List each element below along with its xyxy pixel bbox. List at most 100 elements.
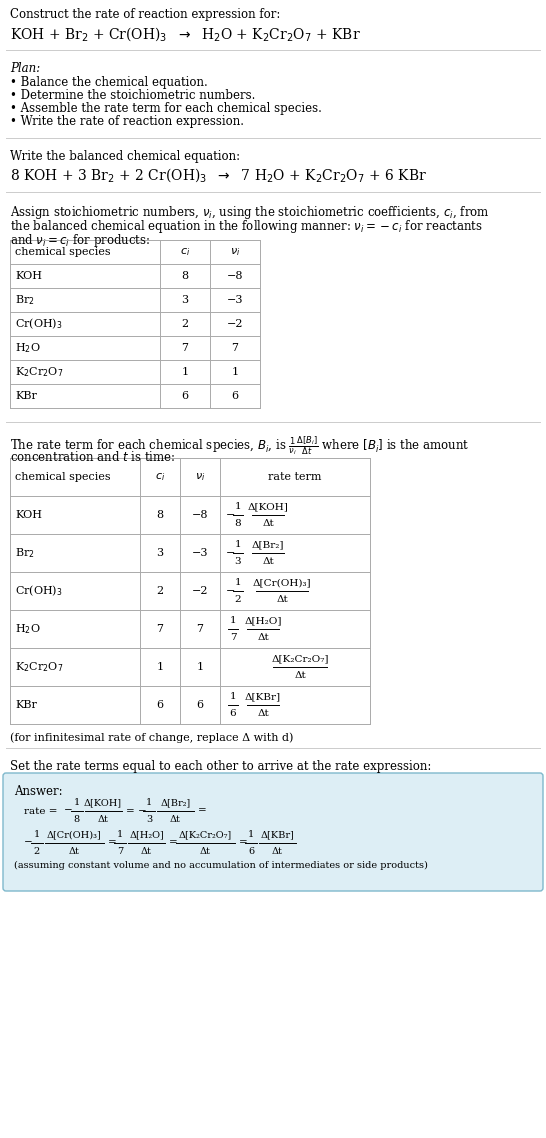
Text: 1: 1 (157, 662, 164, 673)
Text: −: − (24, 839, 33, 848)
Text: rate =: rate = (24, 807, 57, 816)
Text: Δt: Δt (141, 847, 152, 856)
Text: Δ[K₂Cr₂O₇]: Δ[K₂Cr₂O₇] (179, 830, 232, 839)
Text: 1: 1 (197, 662, 204, 673)
Text: Plan:: Plan: (10, 61, 40, 75)
Text: rate term: rate term (268, 472, 322, 483)
Text: 8: 8 (157, 510, 164, 520)
Text: Δ[H₂O]: Δ[H₂O] (129, 830, 164, 839)
Text: Δ[Br₂]: Δ[Br₂] (252, 541, 284, 549)
Text: Cr(OH)$_3$: Cr(OH)$_3$ (15, 584, 63, 599)
Text: Δt: Δt (262, 556, 274, 566)
Text: Δt: Δt (199, 847, 210, 856)
Text: −3: −3 (192, 549, 208, 558)
Text: Δt: Δt (276, 595, 288, 604)
Text: Assign stoichiometric numbers, $\nu_i$, using the stoichiometric coefficients, $: Assign stoichiometric numbers, $\nu_i$, … (10, 204, 490, 221)
Text: (for infinitesimal rate of change, replace Δ with d): (for infinitesimal rate of change, repla… (10, 732, 293, 743)
Text: KBr: KBr (15, 700, 37, 710)
Text: K$_2$Cr$_2$O$_7$: K$_2$Cr$_2$O$_7$ (15, 660, 63, 674)
Text: chemical species: chemical species (15, 247, 111, 257)
Text: −: − (226, 549, 235, 558)
Text: 7: 7 (181, 343, 188, 353)
Text: =: = (169, 839, 178, 848)
Text: 3: 3 (157, 549, 164, 558)
Text: 2: 2 (33, 847, 40, 856)
Text: Δ[KOH]: Δ[KOH] (84, 798, 122, 807)
Text: −2: −2 (192, 586, 208, 596)
Text: concentration and $t$ is time:: concentration and $t$ is time: (10, 450, 176, 464)
Text: −3: −3 (227, 295, 244, 305)
Text: Cr(OH)$_3$: Cr(OH)$_3$ (15, 316, 63, 331)
Text: and $\nu_i = c_i$ for products:: and $\nu_i = c_i$ for products: (10, 232, 151, 249)
Text: 8: 8 (235, 519, 241, 528)
Text: H$_2$O: H$_2$O (15, 341, 40, 355)
Text: 1: 1 (146, 798, 152, 807)
Text: 8 KOH + 3 Br$_2$ + 2 Cr(OH)$_3$  $\rightarrow$  7 H$_2$O + K$_2$Cr$_2$O$_7$ + 6 : 8 KOH + 3 Br$_2$ + 2 Cr(OH)$_3$ $\righta… (10, 166, 427, 184)
Text: Answer:: Answer: (14, 785, 63, 798)
Text: KOH: KOH (15, 510, 42, 520)
Text: =: = (239, 839, 247, 848)
FancyBboxPatch shape (3, 773, 543, 891)
Text: −: − (226, 586, 235, 596)
Text: 1: 1 (230, 616, 236, 625)
Text: Δ[H₂O]: Δ[H₂O] (244, 616, 282, 625)
Text: 7: 7 (157, 624, 163, 634)
Text: Write the balanced chemical equation:: Write the balanced chemical equation: (10, 150, 240, 163)
Text: 1: 1 (230, 692, 236, 701)
Text: 6: 6 (248, 847, 254, 856)
Text: 2: 2 (235, 595, 241, 604)
Text: 8: 8 (74, 815, 80, 824)
Text: the balanced chemical equation in the following manner: $\nu_i = -c_i$ for react: the balanced chemical equation in the fo… (10, 218, 483, 236)
Text: 1: 1 (235, 578, 241, 587)
Text: KOH: KOH (15, 271, 42, 281)
Text: KOH + Br$_2$ + Cr(OH)$_3$  $\rightarrow$  H$_2$O + K$_2$Cr$_2$O$_7$ + KBr: KOH + Br$_2$ + Cr(OH)$_3$ $\rightarrow$ … (10, 25, 361, 43)
Text: 8: 8 (181, 271, 188, 281)
Text: 3: 3 (181, 295, 188, 305)
Text: 7: 7 (117, 847, 123, 856)
Text: 1: 1 (73, 798, 80, 807)
Text: 2: 2 (157, 586, 164, 596)
Text: Br$_2$: Br$_2$ (15, 546, 35, 560)
Text: KBr: KBr (15, 391, 37, 401)
Text: 7: 7 (232, 343, 239, 353)
Text: Δ[Br₂]: Δ[Br₂] (161, 798, 191, 807)
Text: 1: 1 (248, 830, 254, 839)
Text: 1: 1 (235, 502, 241, 511)
Text: $\nu_i$: $\nu_i$ (230, 246, 240, 258)
Text: Δ[KOH]: Δ[KOH] (247, 502, 288, 511)
Text: Δt: Δt (98, 815, 109, 824)
Text: 6: 6 (232, 391, 239, 401)
Text: 6: 6 (181, 391, 188, 401)
Text: Δ[KBr]: Δ[KBr] (260, 830, 294, 839)
Text: = −: = − (126, 807, 146, 816)
Text: Δ[KBr]: Δ[KBr] (245, 692, 281, 701)
Text: 3: 3 (146, 815, 152, 824)
Text: 1: 1 (232, 366, 239, 377)
Text: • Write the rate of reaction expression.: • Write the rate of reaction expression. (10, 115, 244, 127)
Text: H$_2$O: H$_2$O (15, 622, 40, 636)
Text: 1: 1 (235, 541, 241, 549)
Text: 3: 3 (235, 556, 241, 566)
Text: chemical species: chemical species (15, 472, 111, 483)
Text: Set the rate terms equal to each other to arrive at the rate expression:: Set the rate terms equal to each other t… (10, 760, 431, 773)
Text: −: − (64, 807, 73, 816)
Text: Δ[Cr(OH)₃]: Δ[Cr(OH)₃] (253, 578, 311, 587)
Text: −8: −8 (192, 510, 208, 520)
Text: Δt: Δt (257, 633, 269, 642)
Text: K$_2$Cr$_2$O$_7$: K$_2$Cr$_2$O$_7$ (15, 365, 63, 379)
Text: =: = (198, 807, 207, 816)
Text: Δt: Δt (294, 671, 306, 681)
Text: Δt: Δt (262, 519, 274, 528)
Text: 1: 1 (181, 366, 188, 377)
Text: Δ[Cr(OH)₃]: Δ[Cr(OH)₃] (46, 830, 102, 839)
Text: 6: 6 (230, 709, 236, 718)
Text: 1: 1 (33, 830, 40, 839)
Text: (assuming constant volume and no accumulation of intermediates or side products): (assuming constant volume and no accumul… (14, 861, 428, 871)
Text: =: = (108, 839, 116, 848)
Text: Δt: Δt (170, 815, 181, 824)
Text: Δ[K₂Cr₂O₇]: Δ[K₂Cr₂O₇] (271, 654, 329, 663)
Text: $\nu_i$: $\nu_i$ (195, 471, 205, 483)
Text: • Assemble the rate term for each chemical species.: • Assemble the rate term for each chemic… (10, 102, 322, 115)
Text: • Balance the chemical equation.: • Balance the chemical equation. (10, 76, 207, 89)
Text: Br$_2$: Br$_2$ (15, 294, 35, 307)
